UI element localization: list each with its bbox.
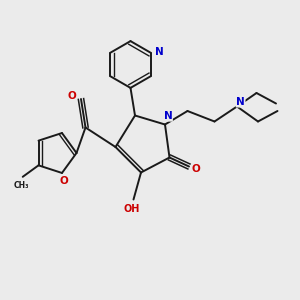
Text: OH: OH xyxy=(124,203,140,214)
Text: O: O xyxy=(191,164,200,175)
Text: O: O xyxy=(68,91,76,101)
Text: N: N xyxy=(164,111,172,121)
Text: N: N xyxy=(236,97,245,107)
Text: N: N xyxy=(155,47,164,57)
Text: CH₃: CH₃ xyxy=(14,181,29,190)
Text: O: O xyxy=(59,176,68,186)
